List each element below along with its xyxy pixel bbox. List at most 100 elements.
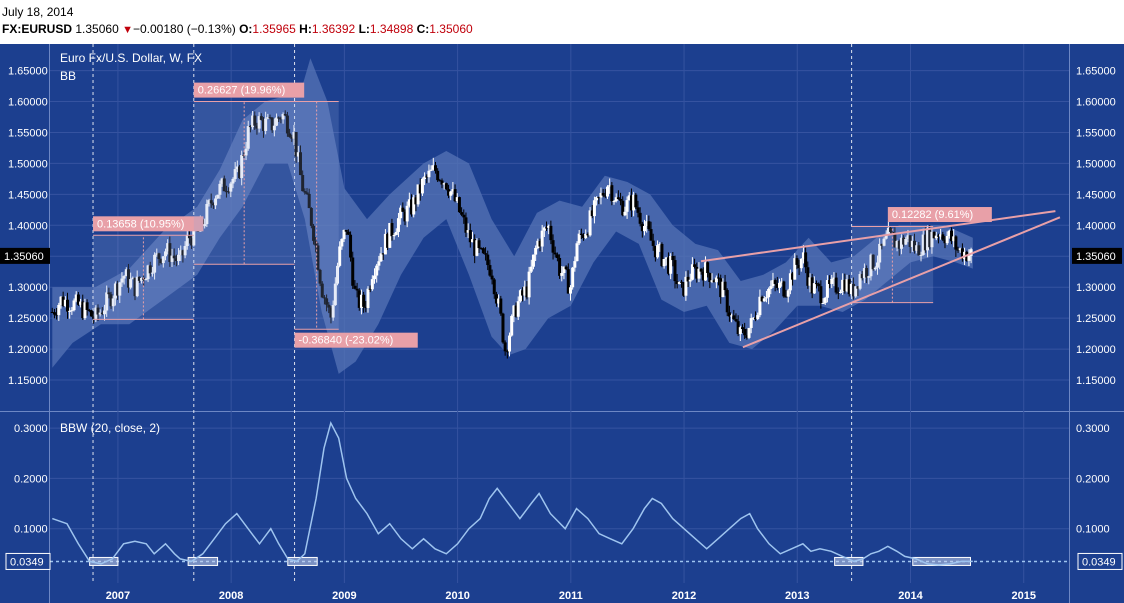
candle-body bbox=[303, 191, 307, 193]
candle-body bbox=[660, 243, 664, 267]
candle-body bbox=[950, 230, 954, 242]
candle-body bbox=[926, 228, 930, 251]
candle-body bbox=[298, 152, 302, 176]
symbol-header: July 18, 2014 FX:EURUSD 1.35060 ▼−0.0018… bbox=[0, 0, 1124, 44]
candle-body bbox=[427, 170, 431, 178]
candle-body bbox=[710, 280, 714, 282]
year-tick-label: 2010 bbox=[445, 590, 469, 602]
candle-body bbox=[725, 290, 729, 313]
candle-body bbox=[85, 302, 89, 310]
candle-body bbox=[259, 116, 263, 120]
wedge-trendlines bbox=[700, 210, 1061, 349]
annotation-label: 0.12282 (9.61%) bbox=[892, 209, 973, 221]
candle-body bbox=[582, 234, 586, 239]
candle-body bbox=[675, 281, 679, 285]
candle-body bbox=[551, 240, 555, 253]
candle-body bbox=[447, 189, 451, 196]
candle-body bbox=[412, 197, 416, 215]
candle-body bbox=[129, 279, 133, 288]
candle-body bbox=[575, 243, 579, 262]
candle-body bbox=[536, 240, 540, 248]
candle-body bbox=[392, 234, 396, 237]
candle-body bbox=[294, 132, 298, 157]
candle-body bbox=[272, 125, 276, 131]
price-tick-label-left: 1.60000 bbox=[8, 97, 48, 109]
candle-body bbox=[712, 280, 716, 283]
candle-body bbox=[455, 197, 459, 202]
candle-body bbox=[209, 200, 213, 204]
candle-body bbox=[163, 251, 167, 257]
candle-body bbox=[747, 327, 751, 338]
candle-body bbox=[484, 253, 488, 255]
candle-body bbox=[651, 240, 655, 246]
low-value: 1.34898 bbox=[369, 22, 414, 36]
candle-body bbox=[407, 199, 411, 206]
bbw-indicator bbox=[50, 420, 1069, 566]
year-tick-label: 2008 bbox=[219, 590, 243, 602]
candle-body bbox=[457, 197, 461, 213]
candle-body bbox=[81, 301, 85, 319]
candle-body bbox=[451, 189, 455, 192]
candle-body bbox=[240, 155, 244, 179]
candle-body bbox=[823, 297, 827, 303]
candle-body bbox=[834, 277, 838, 293]
last-price-marker-right bbox=[1072, 247, 1122, 264]
candle-body bbox=[825, 280, 829, 298]
candle-body bbox=[109, 294, 113, 307]
candle-body bbox=[599, 192, 603, 198]
candle-body bbox=[619, 198, 623, 201]
bbw-tick-label-right: 0.3000 bbox=[1076, 423, 1110, 435]
candle-body bbox=[686, 276, 690, 282]
candle-body bbox=[649, 229, 653, 241]
candle-body bbox=[751, 317, 755, 319]
candle-body bbox=[79, 301, 83, 305]
year-tick-label: 2015 bbox=[1011, 590, 1035, 602]
candle-body bbox=[231, 178, 235, 184]
candle-body bbox=[828, 280, 832, 284]
candle-body bbox=[555, 254, 559, 258]
candle-body bbox=[229, 183, 233, 192]
candle-body bbox=[717, 277, 721, 279]
date-label: July 18, 2014 bbox=[2, 5, 74, 19]
candle-body bbox=[773, 280, 777, 284]
candle-body bbox=[394, 231, 398, 235]
candle-body bbox=[190, 238, 194, 246]
last-price-label-left: 1.35060 bbox=[4, 251, 44, 263]
candle-body bbox=[664, 257, 668, 259]
candle-body bbox=[586, 234, 590, 236]
candle-body bbox=[349, 234, 353, 258]
candle-body bbox=[614, 197, 618, 202]
candle-body bbox=[68, 310, 72, 312]
candle-body bbox=[159, 259, 163, 264]
candle-body bbox=[103, 310, 107, 315]
candle-body bbox=[340, 239, 344, 247]
chart-area[interactable]: 0.13658 (10.95%) 0.26627 (19.96%) -0.36840… bbox=[0, 44, 1124, 603]
candle-body bbox=[608, 185, 612, 187]
candle-body bbox=[418, 184, 422, 194]
candle-body bbox=[645, 221, 649, 226]
candle-body bbox=[666, 257, 670, 274]
candle-body bbox=[244, 148, 248, 156]
candle-body bbox=[364, 306, 368, 309]
candle-body bbox=[131, 277, 135, 280]
candle-body bbox=[856, 286, 860, 289]
candle-body bbox=[135, 276, 139, 297]
candle-body bbox=[379, 253, 383, 262]
candle-body bbox=[301, 175, 305, 192]
measure-annotations: 0.13658 (10.95%) 0.26627 (19.96%) -0.36840… bbox=[93, 82, 992, 348]
candle-body bbox=[568, 287, 572, 294]
squeeze-highlight-box bbox=[834, 556, 864, 566]
candle-body bbox=[695, 266, 699, 279]
candle-body bbox=[782, 281, 786, 297]
candle-body bbox=[669, 255, 673, 274]
candle-body bbox=[869, 254, 873, 277]
candle-body bbox=[218, 183, 222, 195]
candle-body bbox=[425, 176, 429, 178]
candle-body bbox=[205, 203, 209, 225]
candle-body bbox=[849, 283, 853, 295]
candle-body bbox=[518, 290, 522, 302]
candle-body bbox=[540, 230, 544, 247]
high-label: H: bbox=[299, 22, 312, 36]
candle-body bbox=[150, 272, 154, 274]
candle-body bbox=[730, 315, 734, 317]
